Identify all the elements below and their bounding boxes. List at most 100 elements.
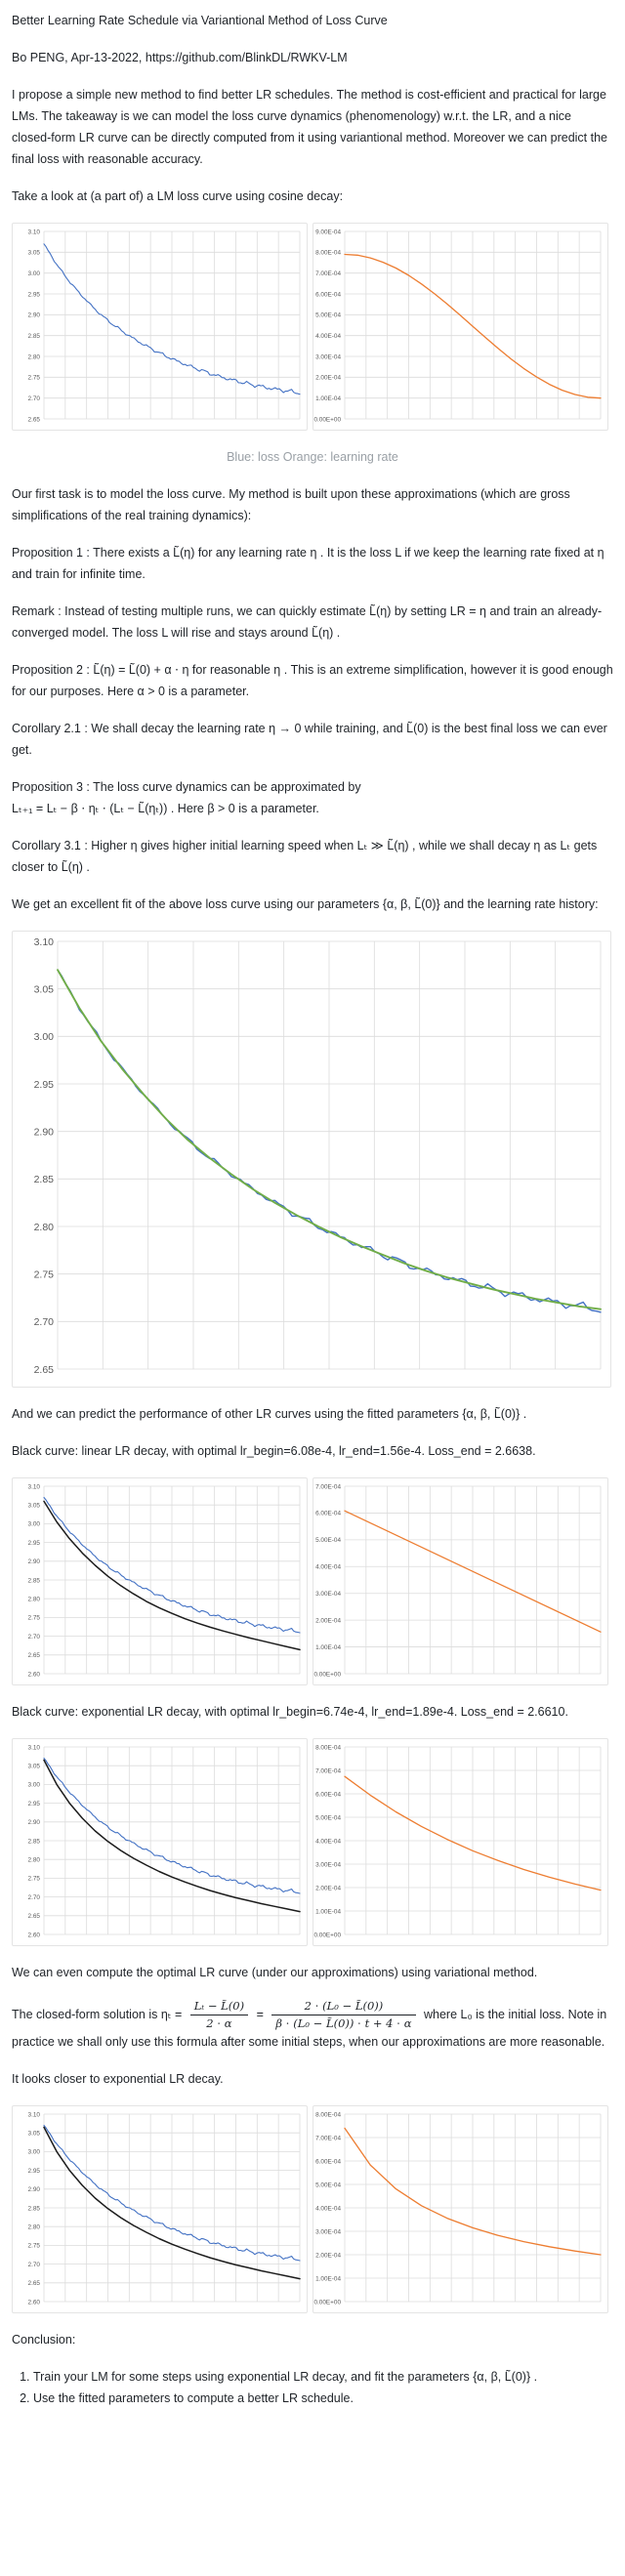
svg-text:2.75: 2.75 [28, 1876, 41, 1883]
closed-form-equals: = [256, 2007, 264, 2021]
closed-form-prefix: The closed-form solution is ηₜ = [12, 2007, 183, 2021]
svg-text:0.00E+00: 0.00E+00 [313, 416, 341, 423]
svg-text:5.00E-04: 5.00E-04 [315, 312, 341, 319]
svg-text:2.95: 2.95 [28, 2168, 41, 2175]
page-title: Better Learning Rate Schedule via Varian… [12, 14, 388, 27]
svg-text:2.75: 2.75 [28, 375, 41, 382]
svg-text:6.00E-04: 6.00E-04 [315, 291, 341, 298]
fraction-2-denominator: β ⋅ (L₀ − L̃(0)) ⋅ t + 4 ⋅ α [275, 2016, 412, 2030]
svg-text:3.00: 3.00 [28, 270, 41, 277]
svg-text:2.95: 2.95 [28, 1801, 41, 1807]
svg-text:1.00E-04: 1.00E-04 [315, 2275, 341, 2282]
svg-text:8.00E-04: 8.00E-04 [315, 250, 341, 257]
chart-row-linear: 3.10 3.05 3.00 2.95 2.90 2.85 2.80 2.75 2.70 2.65… [12, 1477, 613, 1685]
svg-text:2.90: 2.90 [28, 2186, 41, 2193]
conclusion-list: Train your LM for some steps using expon… [12, 2366, 613, 2409]
svg-text:2.00E-04: 2.00E-04 [315, 1617, 341, 1624]
svg-text:2.90: 2.90 [28, 312, 41, 319]
variational-paragraph: We can even compute the optimal LR curve… [12, 1966, 538, 1979]
svg-text:6.00E-04: 6.00E-04 [315, 1791, 341, 1798]
svg-text:2.65: 2.65 [28, 1913, 41, 1920]
excellent-fit-paragraph: We get an excellent fit of the above los… [12, 897, 599, 911]
svg-text:7.00E-04: 7.00E-04 [315, 270, 341, 277]
svg-text:3.05: 3.05 [28, 250, 41, 257]
svg-text:3.00E-04: 3.00E-04 [315, 2228, 341, 2235]
svg-text:0.00E+00: 0.00E+00 [313, 2299, 341, 2306]
svg-text:4.00E-04: 4.00E-04 [315, 1838, 341, 1845]
svg-text:5.00E-04: 5.00E-04 [315, 1537, 341, 1544]
svg-text:2.90: 2.90 [28, 1558, 41, 1565]
svg-text:2.80: 2.80 [34, 1222, 55, 1233]
svg-text:2.95: 2.95 [28, 291, 41, 298]
svg-text:5.00E-04: 5.00E-04 [315, 1814, 341, 1821]
linear-decay-loss-chart: 3.10 3.05 3.00 2.95 2.90 2.85 2.80 2.75 2.70 2.65… [12, 1477, 308, 1685]
svg-text:3.00E-04: 3.00E-04 [315, 1861, 341, 1868]
remark-paragraph: Remark : Instead of testing multiple run… [12, 604, 603, 640]
svg-text:2.65: 2.65 [34, 1364, 55, 1376]
svg-text:2.80: 2.80 [28, 1597, 41, 1603]
svg-text:2.70: 2.70 [28, 1894, 41, 1901]
svg-text:0.00E+00: 0.00E+00 [313, 1671, 341, 1678]
svg-text:8.00E-04: 8.00E-04 [315, 2111, 341, 2118]
svg-text:2.70: 2.70 [28, 1634, 41, 1641]
svg-text:2.60: 2.60 [28, 2299, 41, 2306]
proposition-3-intro: Proposition 3 : The loss curve dynamics … [12, 780, 361, 794]
chart-row-cosine: 3.10 3.05 3.00 2.95 2.90 2.85 2.80 2.75 2.70 2.65… [12, 223, 613, 431]
svg-text:2.65: 2.65 [28, 416, 41, 423]
svg-text:2.00E-04: 2.00E-04 [315, 1885, 341, 1891]
closer-paragraph: It looks closer to exponential LR decay. [12, 2072, 224, 2086]
svg-text:2.75: 2.75 [28, 1615, 41, 1622]
svg-text:2.95: 2.95 [28, 1540, 41, 1547]
corollary-3-1: Corollary 3.1 : Higher η gives higher in… [12, 839, 598, 874]
svg-text:3.00: 3.00 [28, 1782, 41, 1789]
svg-text:2.95: 2.95 [34, 1079, 55, 1091]
exp-decay-paragraph: Black curve: exponential LR decay, with … [12, 1705, 568, 1719]
variational-lr-chart: 8.00E-04 7.00E-04 6.00E-04 5.00E-04 4.00E-04… [312, 2105, 608, 2313]
svg-text:7.00E-04: 7.00E-04 [315, 1767, 341, 1774]
svg-text:2.80: 2.80 [28, 1857, 41, 1864]
svg-text:2.70: 2.70 [28, 2262, 41, 2268]
svg-text:3.10: 3.10 [28, 1483, 41, 1490]
svg-text:2.70: 2.70 [28, 395, 41, 402]
svg-text:3.05: 3.05 [28, 2131, 41, 2138]
svg-text:2.85: 2.85 [28, 2205, 41, 2212]
proposition-2: Proposition 2 : L̃(η) = L̃(0) + α ⋅ η fo… [12, 663, 613, 698]
conclusion-heading: Conclusion: [12, 2333, 76, 2347]
document: Better Learning Rate Schedule via Varian… [0, 0, 625, 2431]
svg-text:8.00E-04: 8.00E-04 [315, 1744, 341, 1751]
svg-text:6.00E-04: 6.00E-04 [315, 1511, 341, 1517]
svg-text:2.85: 2.85 [28, 333, 41, 340]
svg-text:3.05: 3.05 [28, 1764, 41, 1770]
fraction-2-numerator: 2 ⋅ (L₀ − L̃(0)) [271, 1999, 416, 2015]
first-task-paragraph: Our first task is to model the loss curv… [12, 487, 570, 522]
corollary-2-1: Corollary 2.1 : We shall decay the learn… [12, 722, 607, 757]
chart-caption: Blue: loss Orange: learning rate [227, 450, 398, 464]
proposition-3: Proposition 3 : The loss curve dynamics … [12, 776, 613, 819]
fitted-loss-chart: 3.10 3.05 3.00 2.95 2.90 2.85 2.80 2.75 2.70 2.65 [12, 931, 611, 1388]
svg-text:2.70: 2.70 [34, 1316, 55, 1328]
exp-decay-lr-chart: 8.00E-04 7.00E-04 6.00E-04 5.00E-04 4.00E-04… [312, 1738, 608, 1946]
svg-text:2.60: 2.60 [28, 1671, 41, 1678]
take-look-paragraph: Take a look at (a part of) a LM loss cur… [12, 189, 344, 203]
svg-text:2.75: 2.75 [28, 2243, 41, 2250]
svg-text:1.00E-04: 1.00E-04 [315, 395, 341, 402]
svg-text:3.00: 3.00 [28, 1521, 41, 1528]
svg-text:1.00E-04: 1.00E-04 [315, 1644, 341, 1651]
cosine-loss-chart: 3.10 3.05 3.00 2.95 2.90 2.85 2.80 2.75 2.70 2.65 [12, 223, 308, 431]
svg-text:2.80: 2.80 [28, 2224, 41, 2231]
fraction-1-numerator: Lₜ − L̃(0) [189, 1999, 249, 2015]
svg-text:2.85: 2.85 [34, 1174, 55, 1185]
svg-text:0.00E+00: 0.00E+00 [313, 1932, 341, 1938]
svg-text:2.85: 2.85 [28, 1577, 41, 1584]
chart-row-variational: 3.10 3.05 3.00 2.95 2.90 2.85 2.80 2.75 2.70 2.65… [12, 2105, 613, 2313]
svg-text:4.00E-04: 4.00E-04 [315, 333, 341, 340]
linear-decay-paragraph: Black curve: linear LR decay, with optim… [12, 1444, 536, 1458]
svg-text:2.85: 2.85 [28, 1838, 41, 1845]
proposition-1: Proposition 1 : There exists a L̃(η) for… [12, 546, 604, 581]
svg-text:2.80: 2.80 [28, 353, 41, 360]
svg-text:3.00: 3.00 [28, 2149, 41, 2156]
svg-text:7.00E-04: 7.00E-04 [315, 1483, 341, 1490]
closed-form-fraction-1: Lₜ − L̃(0) 2 ⋅ α [189, 1999, 249, 2031]
svg-text:3.10: 3.10 [28, 229, 41, 235]
svg-text:3.00E-04: 3.00E-04 [315, 353, 341, 360]
